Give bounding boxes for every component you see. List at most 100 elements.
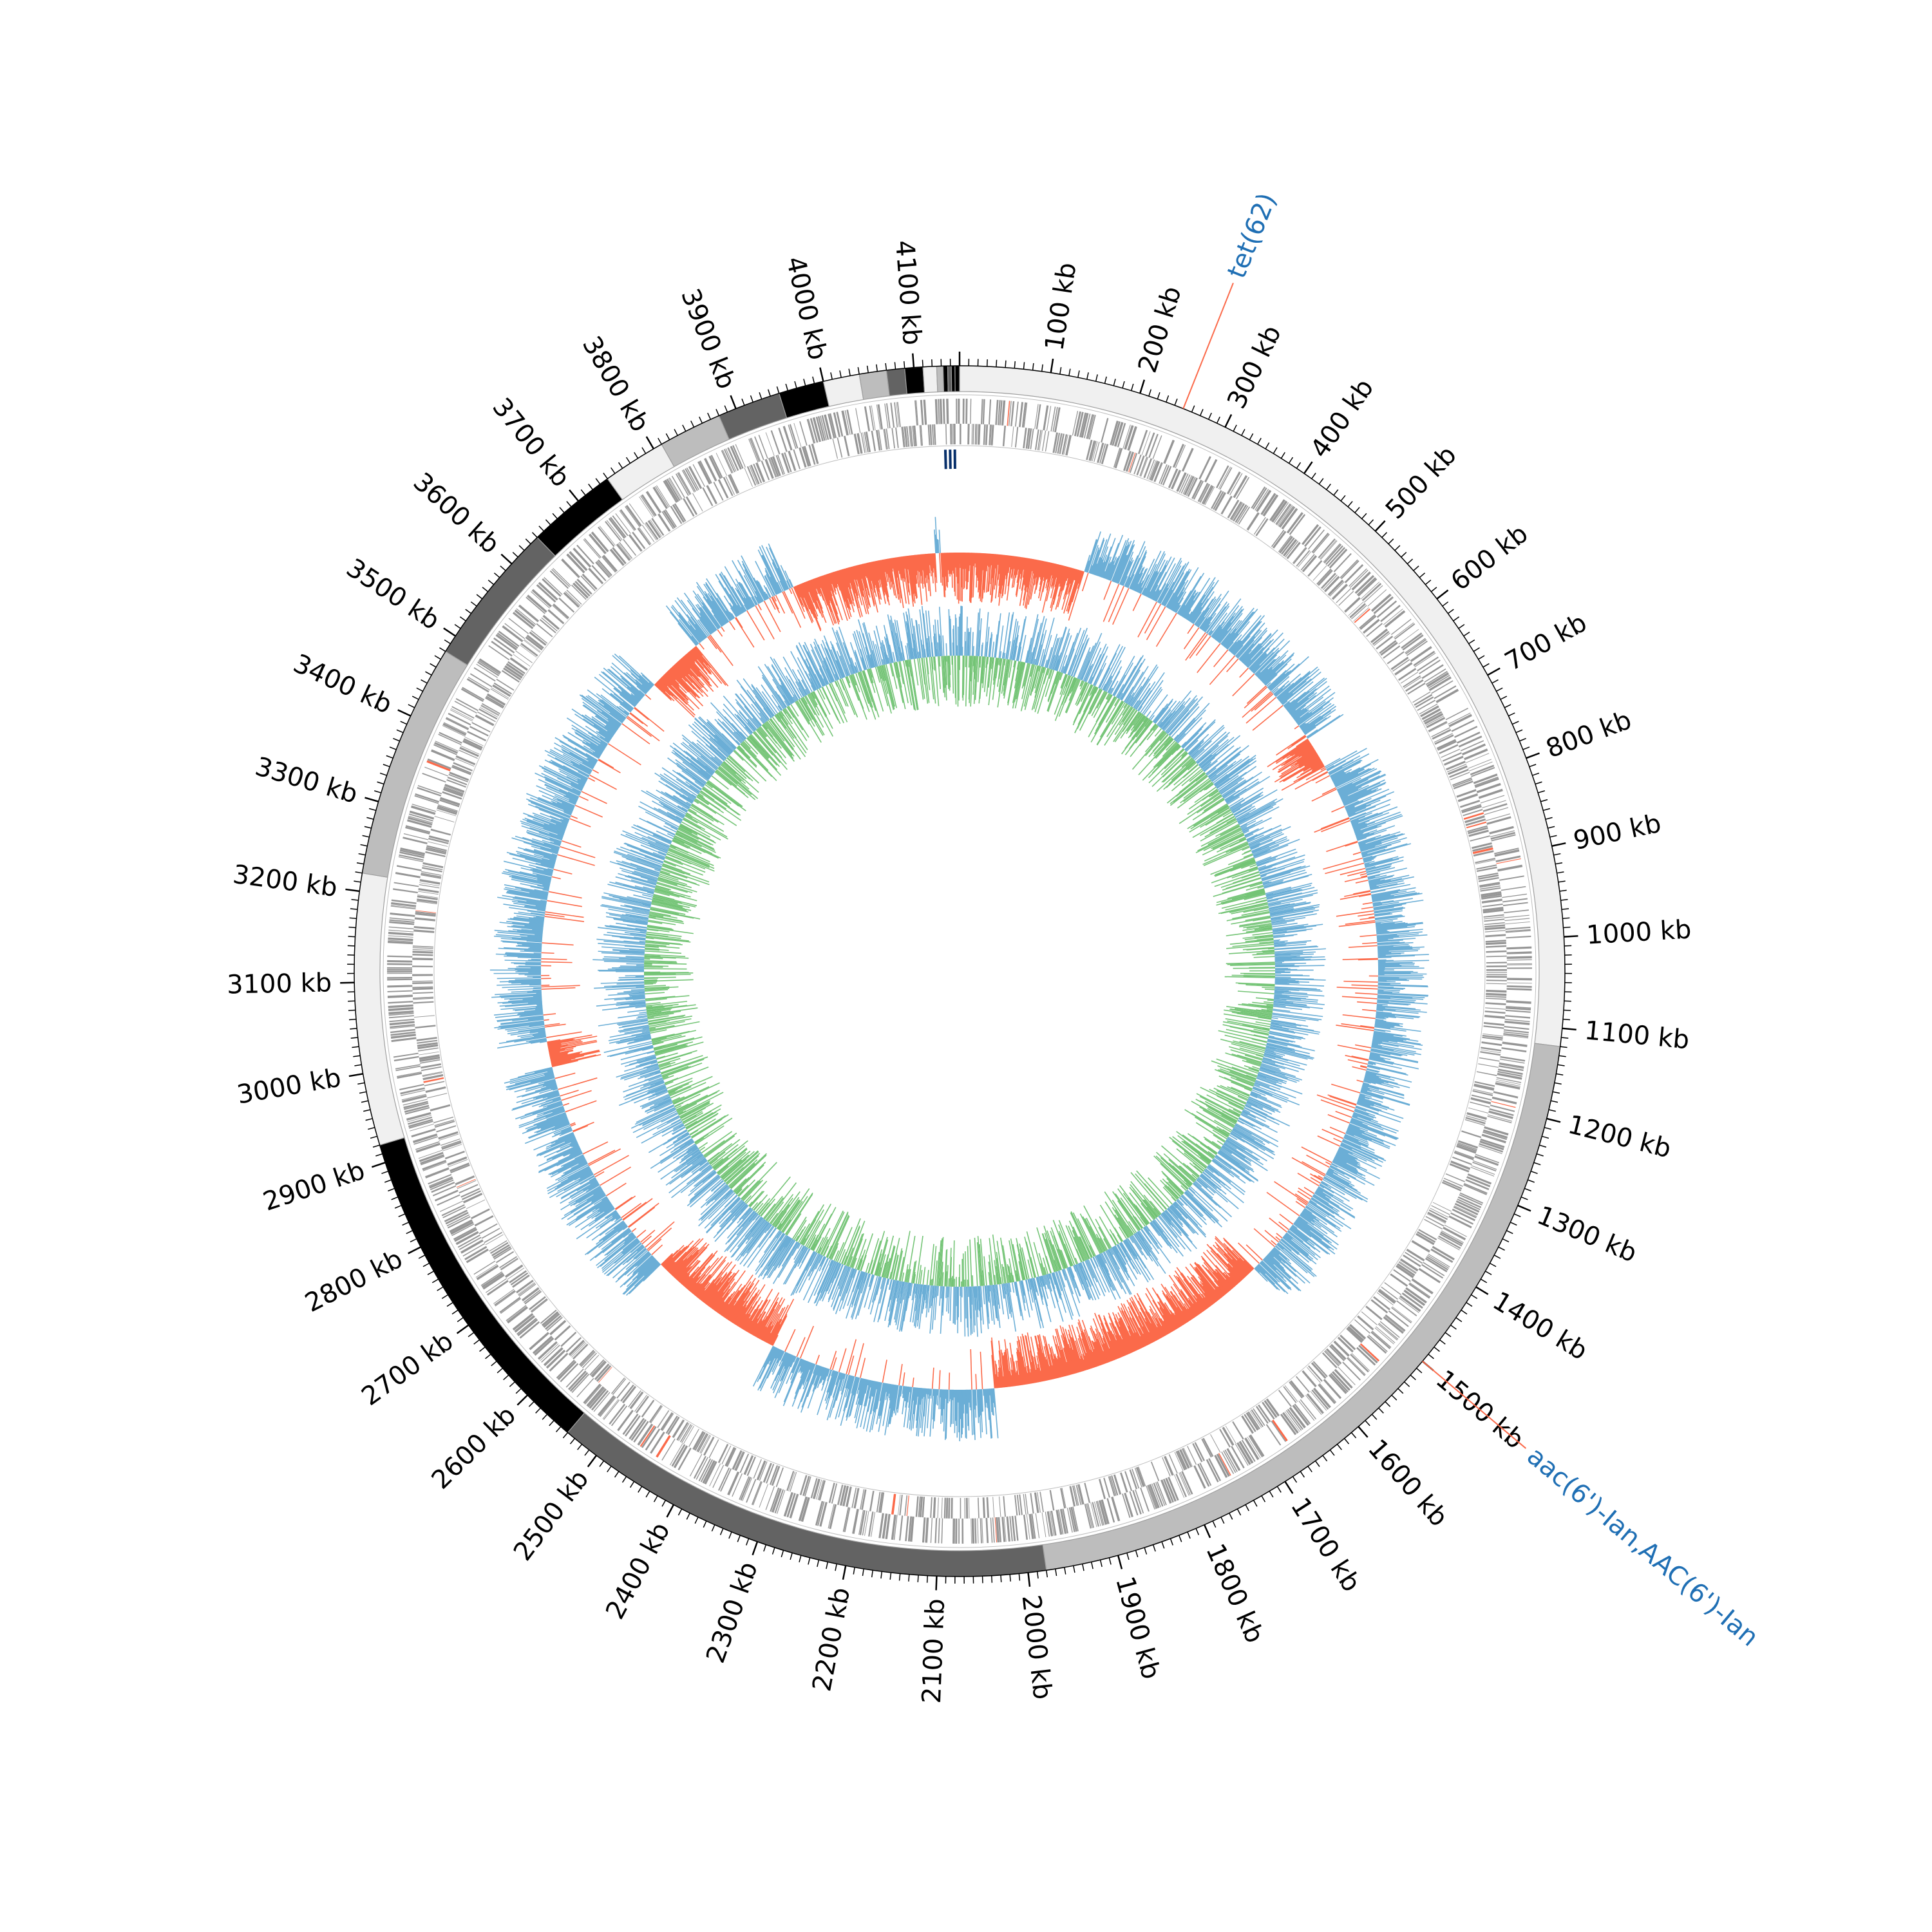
tick-mark [1064, 1567, 1066, 1575]
gene-feature [663, 509, 676, 529]
tick-mark [465, 609, 472, 614]
gc-content-bar [985, 553, 990, 593]
gene-feature [1464, 1119, 1485, 1126]
gene-feature [444, 1150, 465, 1160]
gc-content-bar [1377, 1001, 1411, 1005]
gene-feature [1502, 893, 1527, 898]
gc-content-bar [912, 1378, 914, 1387]
tick-mark [1543, 808, 1551, 811]
gene-feature [683, 469, 696, 492]
tick-mark [1556, 1073, 1564, 1075]
tick-mark [1095, 374, 1098, 382]
gc-content-bar [1291, 685, 1330, 716]
gene-feature [802, 1475, 810, 1497]
tick-mark [348, 936, 355, 938]
gene-feature [478, 660, 500, 675]
gene-feature [829, 413, 837, 439]
gc-content-bar [1354, 822, 1387, 834]
tick-mark [1468, 639, 1475, 645]
gc-content-bar [1235, 622, 1265, 657]
gene-feature [1037, 430, 1042, 451]
gene-feature [1009, 401, 1012, 426]
gc-content-bar [1054, 564, 1061, 587]
gc-content-bar [1273, 680, 1290, 695]
gc-content-bar [1141, 564, 1157, 595]
gene-feature [650, 519, 662, 537]
gene-feature [1101, 418, 1109, 443]
gene-feature [493, 637, 515, 654]
gene-feature [401, 1090, 426, 1096]
gene-feature [1477, 872, 1499, 878]
gene-feature [441, 1141, 462, 1150]
gc-content-bar [1125, 577, 1131, 587]
tick-mark [1229, 1513, 1233, 1520]
tick-mark [1559, 889, 1567, 892]
gene-feature [492, 1245, 511, 1258]
gene-feature [1504, 1020, 1530, 1025]
gene-feature [758, 435, 768, 459]
gene-feature [1163, 439, 1175, 464]
gene-feature [1441, 1230, 1464, 1244]
gene-feature [880, 1492, 885, 1513]
gc-content-bar [1373, 903, 1406, 909]
tick-mark [365, 797, 379, 802]
gc-content-bar [1359, 837, 1398, 850]
gc-content-bar [1311, 788, 1337, 802]
gene-feature [1486, 813, 1510, 821]
tick-mark [1273, 447, 1278, 454]
gene-feature [1399, 1261, 1417, 1273]
gene-feature [1135, 1466, 1145, 1488]
gene-feature [967, 424, 970, 445]
gene-feature [634, 1394, 647, 1412]
gene-feature [1480, 795, 1505, 804]
gene-feature [390, 905, 416, 910]
gene-feature [413, 1001, 434, 1004]
gene-feature [1334, 1368, 1353, 1389]
gene-feature [960, 424, 961, 445]
gc-content-bar [1372, 1042, 1381, 1045]
tick-mark [391, 1196, 399, 1200]
gene-feature [811, 443, 819, 464]
gene-feature [523, 639, 540, 653]
gene-feature [439, 799, 460, 808]
gc-content-bar [1342, 782, 1386, 803]
gc-content-bar [1045, 562, 1052, 589]
gc-content-bar [1102, 571, 1106, 578]
gene-feature [1229, 501, 1242, 520]
gene-feature [1260, 493, 1276, 515]
gene-feature [755, 462, 766, 483]
gene-feature [735, 1451, 745, 1472]
gene-feature [1211, 489, 1222, 509]
gene-feature [390, 904, 416, 909]
gene-feature [977, 424, 981, 445]
gene-feature [387, 976, 413, 979]
gene-feature [1175, 1451, 1186, 1471]
gc-content-bar [1354, 829, 1361, 833]
gc-content-bar [1291, 705, 1307, 717]
gene-feature [1483, 1022, 1505, 1026]
gene-feature [934, 399, 938, 424]
gc-content-bar [1239, 630, 1268, 661]
tick-mark [388, 1188, 395, 1192]
gene-feature [1370, 1299, 1388, 1314]
tick-mark [375, 1153, 383, 1157]
tick-mark [580, 489, 586, 496]
gc-content-bar [542, 942, 574, 946]
gene-feature [951, 424, 952, 445]
gene-feature [985, 424, 989, 446]
gene-feature [1376, 600, 1397, 618]
gc-content-bar [1033, 560, 1040, 586]
gene-feature [1441, 748, 1461, 758]
tick-mark [350, 1028, 357, 1030]
gc-content-bar [1367, 1063, 1374, 1065]
tick-mark [790, 1553, 793, 1560]
gene-feature [544, 576, 563, 595]
gene-feature [387, 967, 413, 969]
gc-content-bar [1280, 754, 1319, 779]
gene-feature [989, 399, 992, 425]
gene-feature [1486, 965, 1507, 967]
gene-feature [1479, 1141, 1504, 1151]
gene-feature [455, 755, 476, 766]
gc-content-bar [1352, 822, 1359, 826]
gene-feature [1111, 1496, 1121, 1522]
